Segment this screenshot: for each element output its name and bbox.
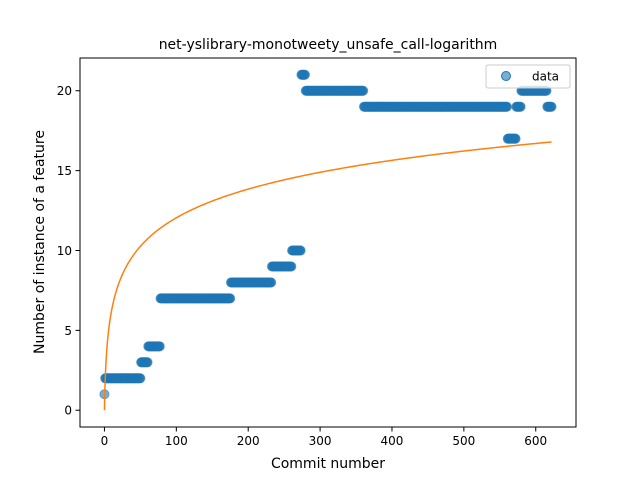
legend-marker-data (501, 71, 511, 81)
x-tick-label: 600 (524, 434, 547, 448)
data-point (266, 277, 277, 288)
x-tick-label: 200 (237, 434, 260, 448)
x-tick-label: 100 (165, 434, 188, 448)
data-point (286, 261, 297, 272)
data-point (300, 69, 310, 80)
x-tick-label: 300 (309, 434, 332, 448)
legend-label-data: data (532, 70, 559, 84)
data-point (154, 341, 165, 352)
data-point (135, 373, 146, 384)
y-tick-label: 15 (57, 164, 72, 178)
data-point (501, 101, 512, 112)
fit-line (103, 141, 552, 411)
data-point (515, 101, 526, 112)
chart-title: net-yslibrary-monotweety_unsafe_call-log… (159, 37, 498, 53)
y-axis-label: Number of instance of a feature (32, 130, 48, 354)
x-axis: 0 100 200 300 400 500 600 (101, 427, 547, 448)
legend-box (485, 64, 571, 89)
data-point (510, 133, 521, 144)
x-tick-label: 400 (381, 434, 404, 448)
y-tick-label: 10 (57, 244, 72, 258)
y-axis: 0 5 10 15 20 (57, 84, 80, 418)
axes-frame (79, 57, 577, 428)
y-tick-label: 20 (57, 84, 72, 98)
data-point (358, 85, 369, 96)
data-point (225, 293, 236, 304)
data-point (295, 245, 306, 256)
x-tick-label: 500 (452, 434, 475, 448)
y-tick-label: 0 (64, 404, 72, 418)
legend: data (485, 64, 571, 89)
data-point (142, 357, 153, 368)
y-tick-label: 5 (64, 324, 72, 338)
plot-area (99, 69, 557, 411)
data-point (546, 101, 557, 112)
x-axis-label: Commit number (271, 456, 385, 472)
x-tick-label: 0 (101, 434, 109, 448)
